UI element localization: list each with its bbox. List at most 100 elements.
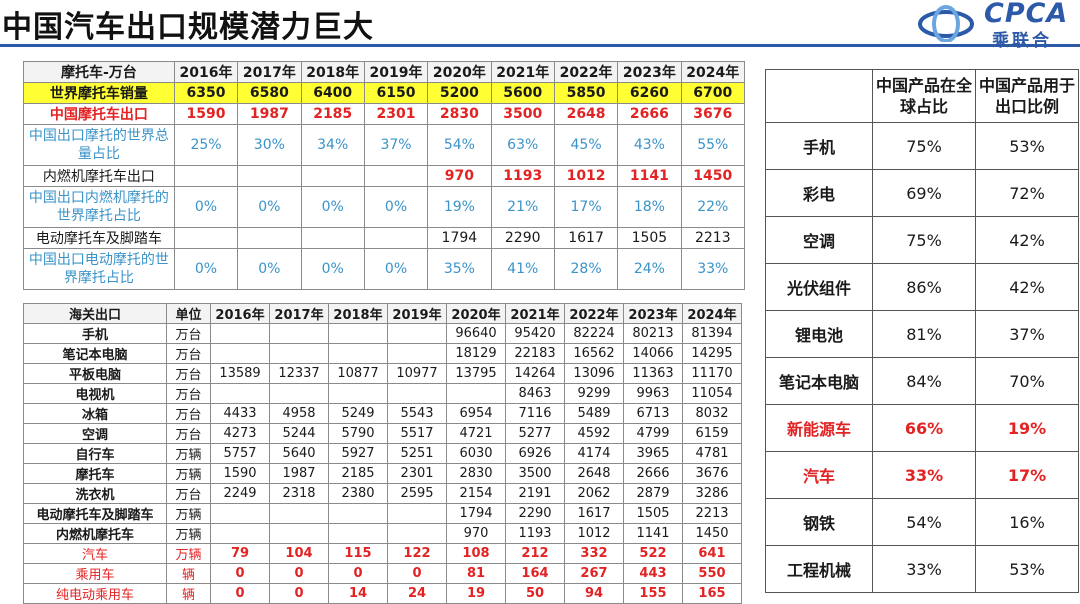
table-row: 冰箱 万台 4433 4958 5249 5543 6954 7116 5489 6713 8032	[23, 403, 742, 424]
table-cell: 443	[623, 563, 683, 584]
table-cell: 332	[564, 543, 624, 564]
table-cell: 522	[623, 543, 683, 564]
table-header-row: 摩托车-万台 2016年 2017年 2018年 2019年 2020年 202…	[23, 61, 746, 83]
global-share-cell: 33%	[872, 545, 976, 593]
unit-cell: 万台	[166, 343, 211, 364]
export-ratio-cell: 37%	[975, 310, 1079, 358]
unit-cell: 万台	[166, 323, 211, 344]
table-cell	[300, 227, 365, 249]
table-row: 光伏组件 86% 42%	[765, 263, 1079, 311]
table-cell: 22183	[505, 343, 565, 364]
table-cell	[387, 523, 447, 544]
table-cell: 5244	[269, 423, 329, 444]
row-label: 工程机械	[765, 545, 873, 593]
export-ratio-cell: 19%	[975, 404, 1079, 452]
table-cell: 2648	[553, 103, 619, 125]
table-cell: 6400	[300, 82, 365, 104]
table-cell: 25%	[173, 124, 239, 166]
global-share-cell: 33%	[872, 451, 976, 499]
table-row: 纯电动乘用车辆 0 0 14 24 19 50 94 155 165	[23, 583, 742, 604]
header-cell: 2016年	[173, 61, 239, 83]
table-row: 电视机 万台 8463 9299 9963 11054	[23, 383, 742, 404]
table-cell: 1590	[210, 463, 270, 484]
export-ratio-cell: 17%	[975, 451, 1079, 499]
unit-cell: 万台	[166, 423, 211, 444]
table-cell	[387, 383, 447, 404]
table-cell: 2062	[564, 483, 624, 504]
table-row: 中国出口电动摩托的世界摩托占比 0% 0% 0% 0% 35% 41% 28% …	[23, 248, 746, 290]
table-cell	[173, 227, 239, 249]
table-cell: 0%	[363, 248, 429, 290]
table-cell: 6159	[682, 423, 742, 444]
table-row: 空调 万台 4273 5244 5790 5517 4721 5277 4592 4799 6159	[23, 423, 742, 444]
header-cell: 2021年	[505, 303, 565, 324]
table-cell: 50	[505, 583, 565, 604]
table-row: 笔记本电脑 84% 70%	[765, 357, 1079, 405]
header-cell: 2023年	[617, 61, 682, 83]
row-label: 摩托车	[23, 463, 167, 484]
table-cell: 96640	[446, 323, 506, 344]
table-cell: 2666	[617, 103, 682, 125]
table-cell: 0	[210, 563, 270, 584]
header-cell: 2022年	[564, 303, 624, 324]
table-cell: 19	[446, 583, 506, 604]
unit-cell: 万台	[166, 483, 211, 504]
table-cell: 30%	[237, 124, 302, 166]
table-cell: 1193	[505, 523, 565, 544]
table-cell	[328, 523, 388, 544]
table-cell: 1987	[237, 103, 302, 125]
table-cell: 22%	[680, 186, 746, 228]
unit-cell: 辆	[166, 563, 211, 584]
table-cell: 104	[269, 543, 329, 564]
table-cell: 1590	[173, 103, 239, 125]
table-row: 乘用车辆 0 0 0 0 81 164 267 443 550	[23, 563, 742, 584]
table-cell: 1794	[446, 503, 506, 524]
header-cell: 2021年	[490, 61, 555, 83]
table-cell: 7116	[505, 403, 565, 424]
table-cell	[446, 383, 506, 404]
table-cell	[173, 165, 239, 187]
table-cell: 5790	[328, 423, 388, 444]
table-cell: 21%	[490, 186, 555, 228]
header-cell: 2018年	[328, 303, 388, 324]
table-cell: 212	[505, 543, 565, 564]
table-row: 内燃机摩托车出口 970 1193 1012 1141 1450	[23, 165, 746, 187]
table-cell: 1505	[623, 503, 683, 524]
table-cell: 4273	[210, 423, 270, 444]
table-cell: 6030	[446, 443, 506, 464]
row-label: 洗衣机	[23, 483, 167, 504]
header-cell: 中国产品在全球占比	[872, 69, 976, 123]
table-cell	[269, 503, 329, 524]
table-cell: 2301	[363, 103, 429, 125]
unit-cell: 辆	[166, 583, 211, 604]
global-share-cell: 81%	[872, 310, 976, 358]
table-cell: 6713	[623, 403, 683, 424]
table-cell: 10977	[387, 363, 447, 384]
table-cell: 4721	[446, 423, 506, 444]
table-cell: 24	[387, 583, 447, 604]
row-label: 空调	[765, 216, 873, 264]
table-cell: 14	[328, 583, 388, 604]
row-label: 光伏组件	[765, 263, 873, 311]
row-label: 电动摩托车及脚踏车	[23, 503, 167, 524]
table-cell: 79	[210, 543, 270, 564]
row-label: 中国摩托车出口	[23, 103, 175, 125]
table-cell: 3500	[505, 463, 565, 484]
table-cell: 0%	[363, 186, 429, 228]
table-row: 手机 万台 96640 95420 82224 80213 81394	[23, 323, 742, 344]
table-cell: 45%	[553, 124, 619, 166]
table-cell: 1505	[617, 227, 682, 249]
table-cell: 8463	[505, 383, 565, 404]
global-share-cell: 54%	[872, 498, 976, 546]
table-cell: 11054	[682, 383, 742, 404]
table-cell: 0%	[237, 186, 302, 228]
table-cell: 0%	[300, 248, 365, 290]
table-cell: 6926	[505, 443, 565, 464]
header-cell: 2017年	[237, 61, 302, 83]
table-row: 洗衣机 万台 2249 2318 2380 2595 2154 2191 2062 2879 328…	[23, 483, 742, 504]
row-label: 冰箱	[23, 403, 167, 424]
row-label: 笔记本电脑	[23, 343, 167, 364]
table-row: 中国出口摩托的世界总量占比 25% 30% 34% 37% 54% 63% 45…	[23, 124, 746, 166]
table-cell: 82224	[564, 323, 624, 344]
table-row: 中国摩托车出口 1590 1987 2185 2301 2830 3500 26…	[23, 103, 746, 125]
